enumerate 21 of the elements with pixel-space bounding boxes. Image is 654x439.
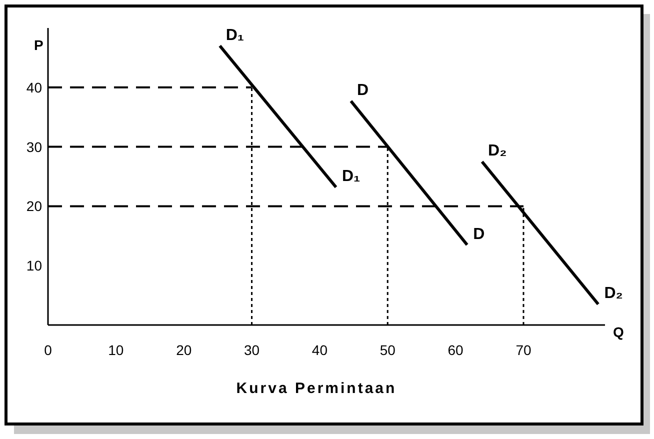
x-tick-label: 60 xyxy=(448,342,464,358)
y-axis-title: P xyxy=(34,37,44,53)
x-tick-label: 50 xyxy=(380,342,396,358)
annotation: D₁ xyxy=(226,26,244,44)
annotation: D₁ xyxy=(342,168,361,186)
x-tick-label: 0 xyxy=(44,342,52,358)
annotation: D₂ xyxy=(488,142,507,160)
y-tick-label: 30 xyxy=(26,138,42,155)
y-tick-label: 40 xyxy=(26,79,42,96)
x-tick-label: 40 xyxy=(312,342,328,358)
x-tick-label: 70 xyxy=(516,342,532,358)
y-tick-label: 10 xyxy=(26,258,42,274)
x-tick-label: 30 xyxy=(244,342,260,358)
y-tick-label: 20 xyxy=(26,198,42,214)
annotation: D xyxy=(356,82,369,100)
text: Kurva Permintaan xyxy=(236,380,397,397)
x-axis-title: Q xyxy=(613,324,624,340)
x-tick-label: 10 xyxy=(108,342,124,358)
annotation: D xyxy=(473,226,485,243)
x-tick-label: 20 xyxy=(176,342,192,358)
annotation: D₂ xyxy=(604,285,623,302)
